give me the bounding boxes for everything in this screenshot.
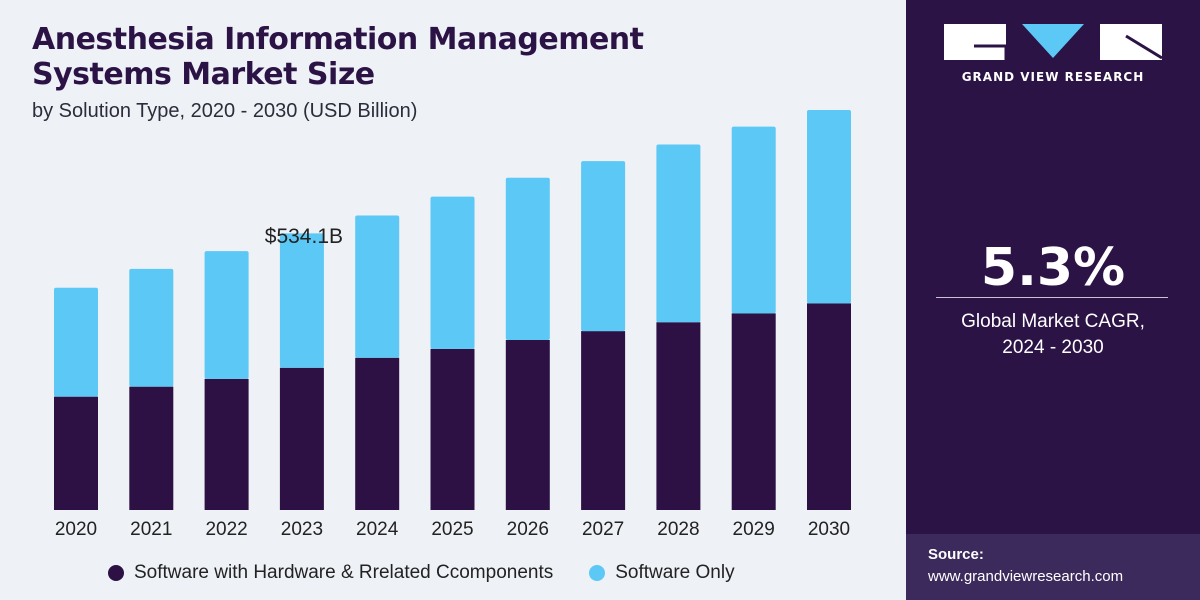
bar-chart: 2020 2021 2022 2023 $534.1B 2024 2025 2026 2027 2… [54,110,851,540]
divider [936,297,1168,298]
bar-2024-hardware [355,357,400,510]
source-url: www.grandviewresearch.com [928,568,1124,585]
bar-2025-software [430,196,475,349]
source-box: Source: www.grandviewresearch.com [906,534,1200,600]
bar-2029-software [731,126,776,314]
bar-2025-hardware [430,348,475,510]
brand-name: GRAND VIEW RESEARCH [961,70,1145,84]
bar-2026-hardware [505,340,550,510]
x-tick-label-2026: 2026 [507,519,549,540]
cagr-value: 5.3% [980,238,1126,298]
legend-label-hardware: Software with Hardware & Rrelated Ccompo… [134,562,554,583]
info-panel: GRAND VIEW RESEARCH 5.3% Global Market C… [906,0,1200,600]
grand-view-research-logo [944,24,1162,60]
x-tick-label-2023: 2023 [281,519,323,540]
bar-2021-hardware [129,386,174,510]
x-tick-label-2020: 2020 [55,519,97,540]
chart-title: Anesthesia Information Management System… [32,22,644,92]
cagr-label-line2: 2024 - 2030 [1002,337,1104,358]
bar-2028-hardware [656,322,701,510]
legend-label-software: Software Only [615,562,735,583]
cagr-label-line1: Global Market CAGR, [961,311,1145,332]
x-tick-label-2021: 2021 [130,519,172,540]
bar-2030-hardware [807,303,851,510]
bar-2027-hardware [581,331,626,510]
legend-swatch-software [589,565,606,581]
chart-subtitle: by Solution Type, 2020 - 2030 (USD Billi… [32,100,418,122]
chart-panel: Anesthesia Information Management System… [0,0,906,600]
bar-2020-hardware [54,396,98,510]
legend-swatch-hardware [108,565,124,581]
x-tick-label-2029: 2029 [733,519,775,540]
legend-item-software: Software Only [589,562,735,584]
cagr-label: Global Market CAGR, 2024 - 2030 [906,309,1200,361]
bar-2022-software [204,251,249,379]
bar-2022-hardware [204,378,249,510]
x-tick-label-2028: 2028 [657,519,699,540]
bar-2027-software [581,161,626,332]
chart-legend: Software with Hardware & Rrelated Ccompo… [108,562,735,584]
value-annotation: $534.1B [265,225,343,248]
x-tick-label-2025: 2025 [431,519,473,540]
bar-2030-software [807,110,851,304]
bar-2023-software [279,233,324,368]
bar-2023-hardware [279,367,324,510]
bar-2020-software [54,287,98,397]
x-tick-label-2024: 2024 [356,519,399,540]
bar-2026-software [505,177,550,340]
bar-2021-software [129,268,174,387]
x-tick-label-2030: 2030 [808,519,850,540]
bar-2024-software [355,215,400,358]
bar-2029-hardware [731,313,776,510]
x-tick-label-2027: 2027 [582,519,624,540]
legend-item-hardware: Software with Hardware & Rrelated Ccompo… [108,562,553,584]
x-tick-label-2022: 2022 [205,519,247,540]
source-label: Source: [928,546,984,563]
bar-2028-software [656,144,701,323]
